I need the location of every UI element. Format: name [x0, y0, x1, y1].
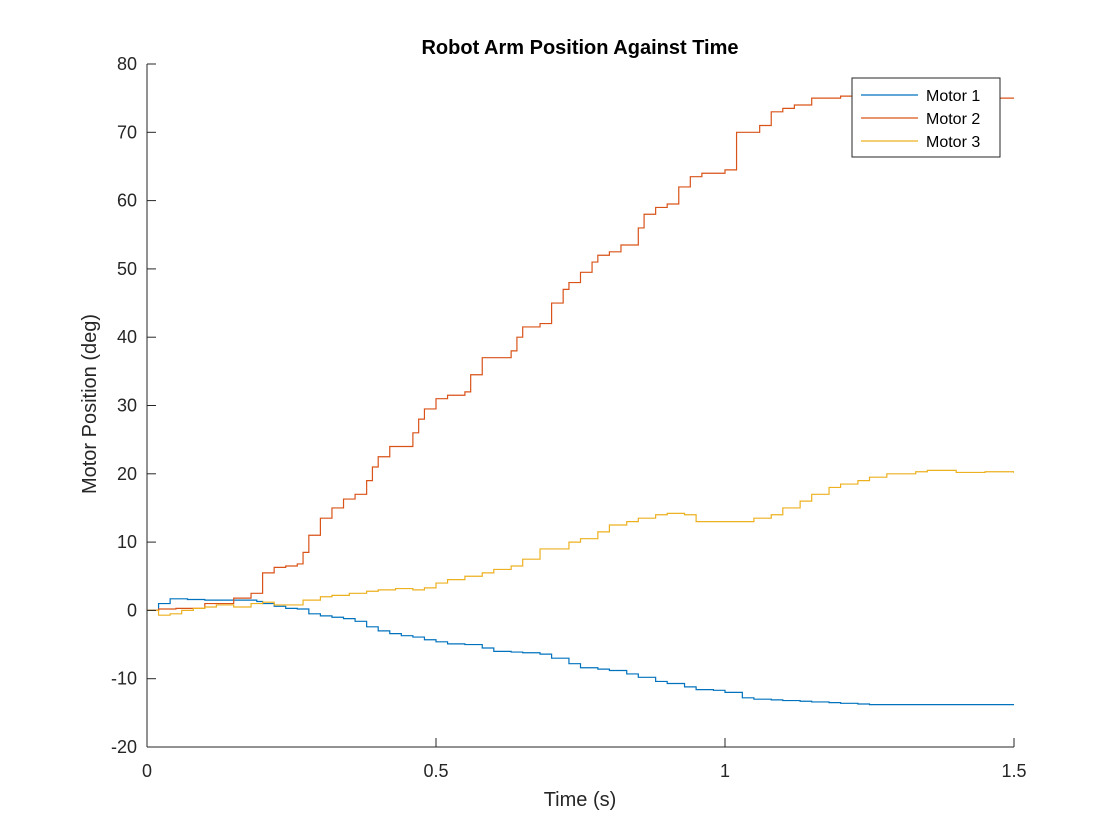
y-tick-label: 30: [117, 396, 137, 416]
y-tick-labels: -20 -10 0 10 20 30 40 50 60 70 80: [111, 54, 137, 757]
series-line-motor-2: [147, 95, 1014, 611]
y-tick-label: 50: [117, 259, 137, 279]
series-line-motor-3: [147, 469, 1014, 616]
legend-label-motor-1: Motor 1: [926, 88, 980, 105]
y-tick-label: 80: [117, 54, 137, 74]
y-tick-label: 70: [117, 122, 137, 142]
y-tick-label: 40: [117, 327, 137, 347]
series-line-motor-1: [147, 598, 1014, 706]
chart-title: Robot Arm Position Against Time: [421, 37, 738, 59]
tick-marks: [146, 63, 1015, 748]
legend: Motor 1 Motor 2 Motor 3: [851, 77, 1001, 158]
series-lines: [147, 95, 1014, 706]
x-tick-labels: 0 0.5 1 1.5: [142, 761, 1027, 781]
x-tick-label: 0.5: [423, 761, 448, 781]
y-tick-label: -20: [111, 737, 137, 757]
y-tick-label: 20: [117, 464, 137, 484]
y-tick-label: 10: [117, 532, 137, 552]
legend-label-motor-2: Motor 2: [926, 111, 980, 128]
y-tick-label: 60: [117, 191, 137, 211]
x-tick-label: 1.5: [1001, 761, 1026, 781]
y-tick-label: -10: [111, 669, 137, 689]
y-tick-label: 0: [127, 600, 137, 620]
x-tick-label: 0: [142, 761, 152, 781]
y-axis-label: Motor Position (deg): [79, 314, 101, 494]
x-axis-label: Time (s): [544, 789, 617, 811]
legend-label-motor-3: Motor 3: [926, 134, 980, 151]
x-tick-label: 1: [720, 761, 730, 781]
